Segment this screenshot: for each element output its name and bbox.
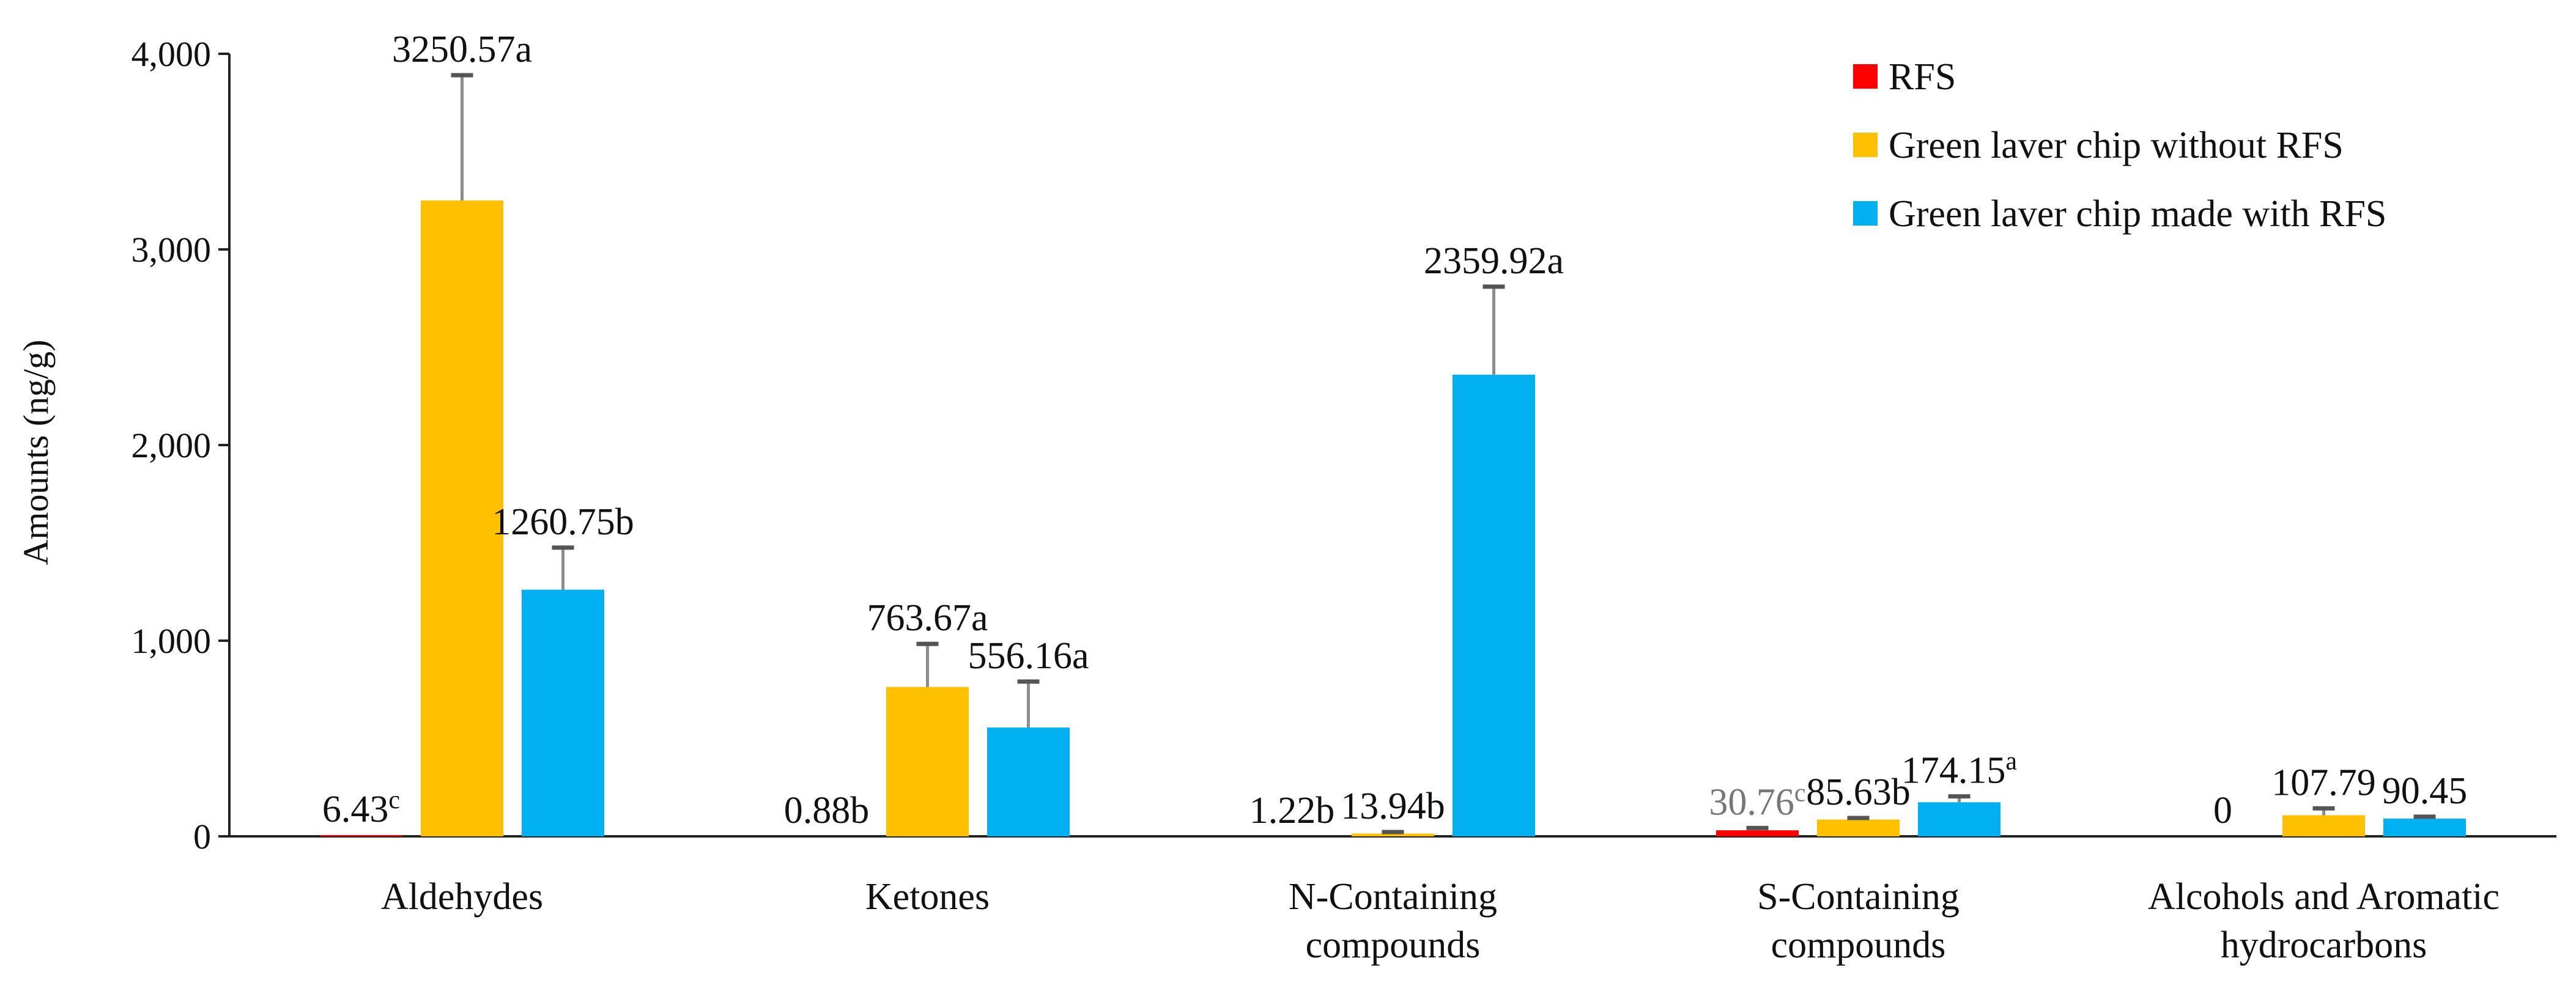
legend-label: RFS (1889, 56, 1956, 98)
data-label: 1.22b (1249, 790, 1335, 831)
bar (987, 728, 1070, 836)
x-category-label: hydrocarbons (2221, 924, 2427, 966)
data-label-superscript: c (1794, 779, 1806, 807)
y-axis-title: Amounts (ng/g) (16, 340, 56, 565)
bar (1918, 802, 2000, 836)
data-label-value: 556.16a (968, 635, 1089, 677)
data-label-value: 0.88b (784, 790, 870, 831)
y-tick-label: 1,000 (131, 621, 212, 661)
data-label-value: 763.67a (867, 597, 988, 639)
axes-layer: 0 1,000 2,000 3,000 4,000 Aldehydes Ketones N-C… (131, 34, 2556, 966)
x-category-label: Ketones (865, 876, 990, 918)
y-tick-label: 4,000 (131, 34, 212, 74)
data-label: 174.15a (1901, 748, 2018, 792)
data-label-superscript: c (388, 786, 400, 814)
data-label: 0 (2213, 790, 2232, 831)
data-label-value: 107.79 (2271, 762, 2376, 803)
bar (1352, 833, 1434, 836)
bar (1453, 374, 1535, 836)
data-label-superscript: a (2005, 748, 2017, 776)
x-category-label: S-Containing (1757, 876, 1960, 918)
legend-swatch (1853, 133, 1878, 157)
data-label: 763.67a (867, 597, 988, 639)
data-label: 1260.75b (492, 501, 634, 543)
data-label: 3250.57a (392, 29, 532, 70)
data-label-value: 174.15 (1901, 750, 2006, 792)
data-label-value: 0 (2213, 790, 2232, 831)
data-label-value: 6.43 (322, 789, 389, 830)
data-label: 2359.92a (1424, 240, 1564, 282)
data-label: 90.45 (2382, 770, 2468, 812)
data-label: 556.16a (968, 635, 1089, 677)
data-label: 107.79 (2271, 762, 2376, 803)
legend-label: Green laver chip without RFS (1889, 125, 2344, 166)
legend-swatch (1853, 201, 1878, 226)
data-label: 85.63b (1806, 772, 1911, 813)
x-category-label: N-Containing (1289, 876, 1497, 918)
data-label-value: 30.76 (1709, 781, 1794, 823)
bar (2282, 815, 2365, 836)
data-label-value: 2359.92a (1424, 240, 1564, 282)
data-label-value: 85.63b (1806, 772, 1911, 813)
bar (320, 834, 402, 836)
legend-label: Green laver chip made with RFS (1889, 193, 2386, 235)
data-label-value: 3250.57a (392, 29, 532, 70)
bars-layer (320, 73, 2466, 836)
data-label-value: 1.22b (1249, 790, 1335, 831)
legend-swatch (1853, 64, 1878, 89)
y-tick-label: 3,000 (131, 230, 212, 270)
bar (522, 589, 604, 836)
x-category-label: compounds (1771, 924, 1946, 966)
data-label: 6.43c (322, 786, 400, 830)
data-label-value: 13.94b (1341, 786, 1445, 827)
y-tick-label: 0 (193, 817, 211, 857)
bar (886, 687, 969, 836)
x-category-label: Alcohols and Aromatic (2148, 876, 2500, 918)
data-label: 30.76c (1709, 779, 1805, 823)
data-label-value: 1260.75b (492, 501, 634, 543)
legend: RFS Green laver chip without RFS Green lav… (1853, 56, 2386, 235)
bar (1817, 819, 1900, 836)
data-label: 13.94b (1341, 786, 1445, 827)
bar (1716, 830, 1799, 836)
data-label: 0.88b (784, 790, 870, 831)
labels-layer: 6.43c 0.88b 1.22b 30.76c 03250.57a763.67a13.… (322, 29, 2467, 831)
y-tick-label: 2,000 (131, 426, 212, 465)
data-label-value: 90.45 (2382, 770, 2468, 812)
x-category-label: Aldehydes (381, 876, 543, 918)
bar (421, 200, 503, 836)
bar (2383, 819, 2466, 836)
x-category-label: compounds (1306, 924, 1481, 966)
